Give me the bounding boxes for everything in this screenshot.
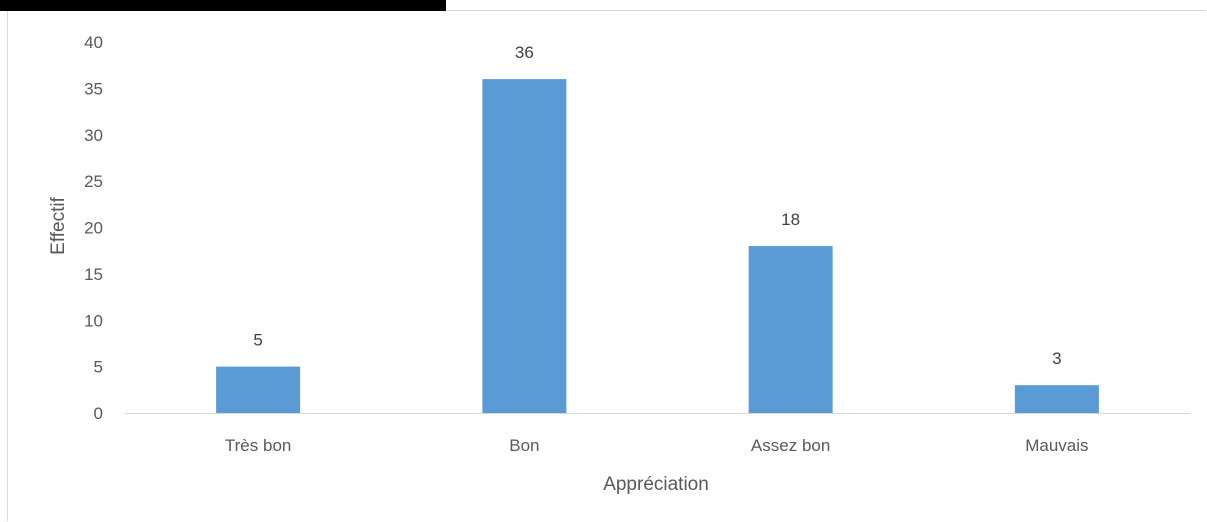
bar (748, 246, 833, 413)
header-bar (0, 0, 446, 11)
x-tick-label: Mauvais (1025, 436, 1088, 455)
y-tick-label: 0 (94, 404, 103, 423)
y-tick-label: 35 (84, 79, 103, 98)
bar (1014, 385, 1099, 413)
data-labels: 5 36 18 3 (253, 43, 1061, 368)
chart-frame (7, 10, 1206, 521)
y-tick-label: 20 (84, 219, 103, 238)
bar-value-label: 3 (1052, 349, 1061, 368)
x-axis-ticks: Très bon Bon Assez bon Mauvais (225, 436, 1089, 455)
y-axis-title: Effectif (48, 196, 69, 254)
bars (216, 79, 1099, 413)
y-tick-label: 15 (84, 265, 103, 284)
y-tick-label: 30 (84, 126, 103, 145)
x-tick-label: Assez bon (751, 436, 830, 455)
bar-value-label: 5 (253, 331, 262, 350)
x-tick-label: Bon (509, 436, 539, 455)
bar-value-label: 36 (515, 43, 534, 62)
y-tick-label: 25 (84, 172, 103, 191)
y-tick-label: 10 (84, 311, 103, 330)
bar (482, 79, 567, 413)
y-axis-ticks: 0 5 10 15 20 25 30 35 40 (84, 33, 103, 423)
bar (216, 366, 301, 413)
bar-value-label: 18 (781, 210, 800, 229)
y-tick-label: 40 (84, 33, 103, 52)
x-tick-label: Très bon (225, 436, 291, 455)
x-axis-title: Appréciation (603, 474, 709, 495)
y-tick-label: 5 (94, 358, 103, 377)
